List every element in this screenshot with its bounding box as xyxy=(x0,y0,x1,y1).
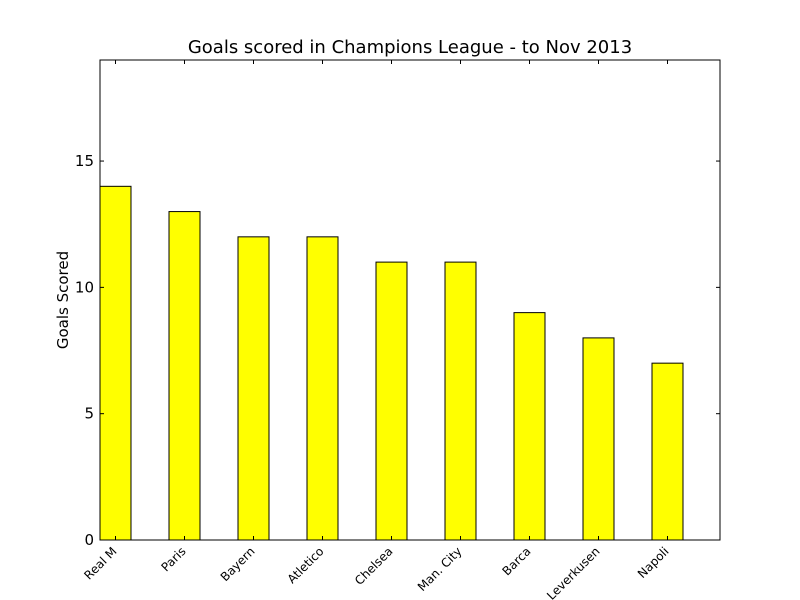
x-tick-label: Real M xyxy=(81,544,119,582)
chart-title: Goals scored in Champions League - to No… xyxy=(188,37,632,58)
x-tick-label: Chelsea xyxy=(352,544,396,588)
bar-bayern xyxy=(237,236,270,541)
x-tick-label: Leverkusen xyxy=(544,544,602,600)
y-tick-label: 0 xyxy=(84,531,94,549)
x-tick-label: Paris xyxy=(159,544,189,574)
bar-man-city xyxy=(444,261,477,541)
bar-atletico xyxy=(306,236,339,541)
x-tick-label: Man. City xyxy=(415,544,465,594)
y-tick-label: 10 xyxy=(75,278,94,296)
bar-napoli xyxy=(651,362,684,541)
y-tick-label: 15 xyxy=(75,152,94,170)
bar-barca xyxy=(513,312,546,541)
bar-real-m xyxy=(99,185,132,541)
bar-leverkusen xyxy=(582,337,615,541)
bar-paris xyxy=(168,211,201,541)
x-tick-label: Atletico xyxy=(285,544,327,586)
x-tick-label: Napoli xyxy=(635,544,672,581)
x-tick-label: Barca xyxy=(500,544,534,578)
x-tick-label: Bayern xyxy=(218,544,258,584)
bar-chelsea xyxy=(375,261,408,541)
plot-frame xyxy=(99,59,721,541)
bars-group xyxy=(99,185,684,541)
y-tick-label: 5 xyxy=(84,405,94,423)
y-axis-label: Goals Scored xyxy=(54,251,72,349)
